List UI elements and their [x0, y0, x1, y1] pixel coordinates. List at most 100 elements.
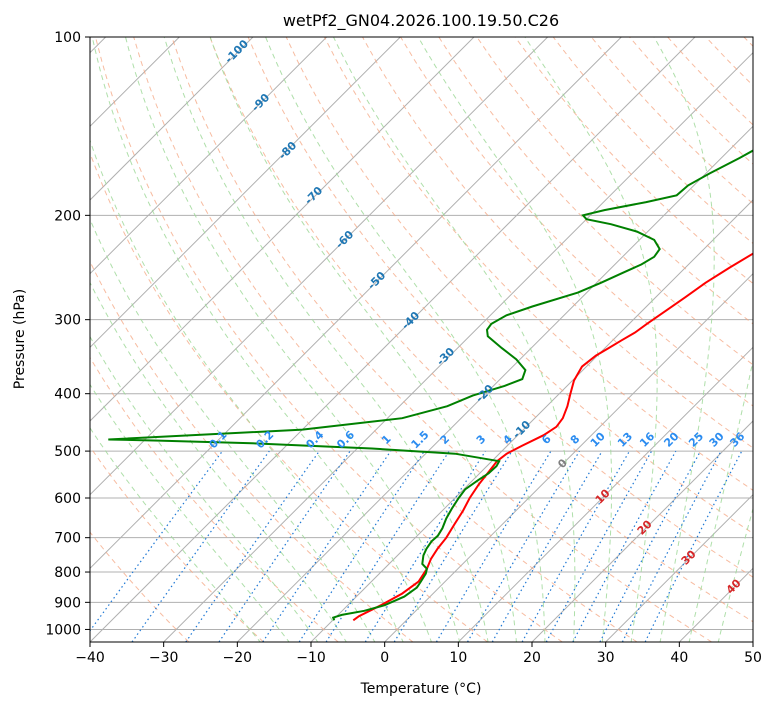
y-tick-label: 300	[54, 313, 81, 329]
y-tick-label: 1000	[45, 622, 81, 638]
mixing-ratio-line	[298, 450, 425, 642]
mixing-ratio-label: 3	[474, 432, 489, 447]
dewpoint-line	[108, 149, 753, 621]
x-tick-label: 10	[449, 650, 467, 666]
x-tick-label: 20	[523, 650, 541, 666]
y-tick-label: 200	[54, 208, 81, 224]
moist-adiabat-line	[653, 37, 715, 642]
mixing-ratio-line	[90, 450, 223, 632]
mixing-ratio-label: 25	[686, 430, 706, 450]
isotherm-line	[90, 37, 475, 422]
dry-adiabat-line	[476, 37, 753, 325]
moist-adiabat-line	[90, 218, 376, 642]
isotherm-line	[90, 37, 254, 201]
mixing-ratio-label: 1.5	[409, 428, 432, 451]
dry-adiabat-line	[90, 531, 190, 642]
mixing-ratio-line	[644, 450, 743, 642]
mixing-ratio-line	[393, 450, 513, 642]
x-tick-label: 40	[670, 650, 688, 666]
moist-adiabat-line	[265, 37, 546, 642]
y-tick-label: 900	[54, 595, 81, 611]
dry-adiabat-line	[743, 37, 753, 47]
mixing-ratio-label: 13	[615, 430, 635, 450]
chart-title: wetPf2_GN04.2026.100.19.50.C26	[283, 11, 559, 31]
x-tick-label: 0	[380, 650, 389, 666]
background-lines	[90, 37, 753, 642]
moist-adiabat-line	[90, 138, 404, 642]
dry-adiabat-line	[90, 260, 414, 642]
isotherm-line	[605, 493, 753, 642]
mixing-ratio-line	[435, 450, 552, 642]
dry-adiabat-line	[590, 37, 753, 205]
x-tick-label: −10	[296, 650, 326, 666]
mixing-ratio-line	[218, 450, 351, 642]
mixing-ratio-label: 30	[707, 429, 727, 449]
mixing-ratio-line	[521, 450, 631, 642]
isotherm-line	[90, 37, 401, 349]
moist-adiabat-label: -70	[302, 184, 325, 207]
x-tick-label: −20	[223, 650, 253, 666]
dry-adiabat-line	[667, 37, 753, 126]
moist-adiabat-line	[90, 383, 290, 642]
mixing-ratio-line	[185, 450, 320, 642]
isotherm-line	[90, 37, 696, 642]
y-axis-label: Pressure (hPa)	[12, 289, 28, 389]
mixing-ratio-label: 0.4	[303, 428, 326, 451]
x-tick-label: 30	[597, 650, 615, 666]
moist-adiabat-line	[125, 37, 461, 642]
isotherm-line	[236, 125, 753, 642]
mixing-ratio-label: 6	[539, 432, 554, 447]
moist-adiabat-line	[91, 37, 432, 642]
mixing-ratio-label: 10	[588, 429, 608, 449]
dry-adiabat-line	[247, 37, 753, 578]
dry-adiabat-line	[171, 37, 712, 642]
mixing-ratio-line	[262, 450, 392, 642]
isotherm-line	[678, 567, 753, 642]
y-axis: 1000 900 800 700 600 500 400 300 200 100	[45, 30, 90, 638]
y-tick-label: 400	[54, 387, 81, 403]
moist-adiabat-line	[90, 427, 261, 642]
x-tick-label: −40	[75, 650, 105, 666]
dry-adiabat-label: 10	[593, 486, 613, 506]
x-axis: −40 −30 −20 −10 0 10 20 30 40 50	[75, 642, 762, 666]
isotherm-line	[457, 346, 753, 642]
mixing-ratio-line	[572, 450, 677, 642]
moist-adiabat-label: -100	[222, 37, 251, 66]
isotherm-line	[531, 420, 753, 642]
moist-adiabat-line	[163, 37, 489, 642]
moist-adiabat-line	[524, 37, 658, 642]
dry-adiabat-label: 30	[679, 547, 699, 567]
mixing-ratio-line	[364, 450, 486, 642]
dry-adiabat-line	[705, 37, 753, 87]
x-tick-label: 50	[744, 650, 762, 666]
y-tick-label: 100	[54, 30, 81, 46]
isotherm-line	[384, 272, 753, 642]
dry-adiabat-line	[133, 37, 638, 642]
mixing-ratio-label: 36	[727, 429, 747, 449]
dry-adiabat-line	[95, 37, 563, 642]
moist-adiabat-line	[209, 37, 518, 642]
moist-adiabat-line	[417, 37, 613, 642]
isotherm-line	[752, 641, 753, 642]
moist-adiabat-label: -20	[473, 382, 496, 405]
isotherm-line	[90, 37, 549, 496]
isotherm-line	[90, 37, 622, 570]
mixing-ratio-line	[325, 450, 450, 642]
dry-adiabat-line	[400, 37, 753, 407]
moist-adiabat-line	[90, 335, 319, 642]
isotherm-line	[90, 37, 328, 275]
mixing-ratio-label: 16	[637, 429, 657, 449]
plot-frame	[89, 36, 754, 643]
mixing-ratio-label: 1	[379, 432, 394, 447]
temperature-line	[352, 252, 753, 622]
mixing-ratio-label: 2	[438, 432, 453, 447]
profile-lines	[108, 149, 753, 622]
dry-adiabat-line	[90, 151, 488, 642]
dry-adiabat-line	[438, 37, 753, 366]
dry-adiabat-line	[90, 445, 264, 642]
y-tick-label: 500	[54, 444, 81, 460]
mixing-ratio-line	[466, 450, 580, 642]
moist-adiabat-line	[688, 358, 753, 642]
x-tick-label: −30	[149, 650, 179, 666]
